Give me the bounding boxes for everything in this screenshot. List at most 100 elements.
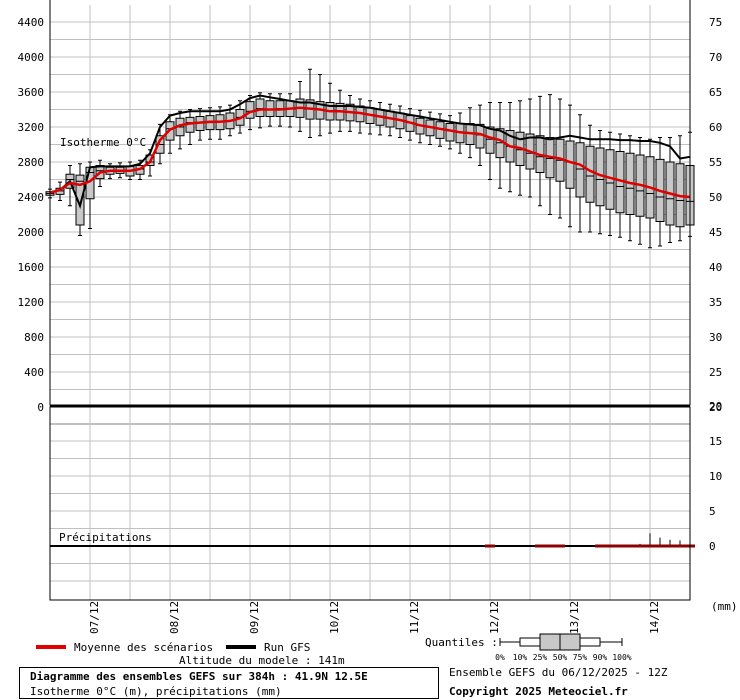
x-tick-label: 08/12 (168, 601, 181, 634)
quantile-tick: 10% (513, 653, 528, 662)
axes (49, 0, 691, 601)
box-plot (675, 135, 685, 242)
isotherm-label: Isotherme 0°C (60, 136, 146, 149)
box-iqr (255, 98, 265, 117)
box-plot (195, 108, 205, 141)
precip-bar (485, 544, 495, 548)
box-plot (485, 102, 495, 180)
box-iqr (245, 101, 255, 119)
quantile-tick: 75% (573, 653, 588, 662)
y-tick-label: 2400 (18, 191, 45, 204)
y-tick-label: 2800 (18, 156, 45, 169)
box-plot (645, 138, 655, 249)
x-tick-label: 13/12 (568, 601, 581, 634)
chart-title: Diagramme des ensembles GEFS sur 384h : … (30, 670, 368, 683)
precip-bar (675, 544, 685, 548)
y2-tick-label: 30 (709, 331, 722, 344)
box-plot (635, 137, 645, 245)
box-plot (295, 81, 305, 132)
box-plot (205, 107, 215, 140)
y-tick-label: 3600 (18, 86, 45, 99)
y2-tick-label: 35 (709, 296, 722, 309)
chart-subtitle: Isotherme 0°C (m), précipitations (mm) (30, 685, 282, 698)
precip-bar (595, 544, 605, 548)
precip-tick-label: 5 (709, 505, 716, 518)
box-plot (535, 95, 545, 207)
precip-bar (605, 544, 615, 548)
precip-bar (665, 544, 675, 548)
y2-tick-label: 55 (709, 156, 722, 169)
precip-bar (655, 544, 665, 548)
precip-bar (625, 544, 635, 548)
precip-grid (49, 407, 691, 600)
x-tick-label: 12/12 (488, 601, 501, 634)
box-plot (585, 124, 595, 233)
precip-bars (50, 529, 695, 548)
box-plot (355, 98, 365, 134)
box-plot (605, 131, 615, 236)
precip-bar (535, 544, 545, 548)
box-plot (155, 123, 165, 165)
precip-tick-label: 15 (709, 435, 722, 448)
box-plot (525, 98, 535, 198)
y2-tick-label: 45 (709, 226, 722, 239)
box-plot (325, 82, 335, 134)
precip-units: (mm) (711, 600, 738, 613)
copyright: Copyright 2025 Meteociel.fr (449, 685, 628, 698)
box-plot (375, 102, 385, 136)
quantile-glyph (499, 633, 623, 651)
model-altitude: Altitude du modele : 141m (179, 654, 345, 667)
x-tick-label: 14/12 (648, 601, 661, 634)
y-tick-label: 4000 (18, 51, 45, 64)
box-plot (75, 163, 85, 236)
y2-tick-label: 60 (709, 121, 722, 134)
y2-tick-label: 20 (709, 401, 722, 414)
precip-bar (645, 544, 655, 548)
quantiles-label: Quantiles : (425, 636, 498, 649)
ensemble-mean-line (49, 106, 691, 199)
isotherm-lines (49, 94, 691, 209)
x-tick-label: 09/12 (248, 601, 261, 634)
y-tick-label: 400 (24, 366, 44, 379)
precip-bar (555, 544, 565, 548)
box-plot (365, 100, 375, 135)
precip-bar (545, 544, 555, 548)
y2-tick-label: 70 (709, 51, 722, 64)
mean-legend-label: Moyenne des scénarios (74, 641, 213, 654)
quantile-tick: 25% (533, 653, 548, 662)
quantile-tick: 100% (612, 653, 631, 662)
precip-bar (635, 544, 645, 548)
x-tick-label: 11/12 (408, 601, 421, 634)
box-iqr (485, 126, 495, 154)
y-tick-label: 2000 (18, 226, 45, 239)
quantile-tick: 50% (553, 653, 568, 662)
x-tick-label: 10/12 (328, 601, 341, 634)
y-tick-label: 1600 (18, 261, 45, 274)
y-tick-label: 4400 (18, 16, 45, 29)
quantile-ticks: 0% 10% 25% 50% 75% 90% 100% (495, 653, 632, 662)
run-info: Ensemble GEFS du 06/12/2025 - 12Z (449, 666, 668, 679)
box-iqr (585, 145, 595, 203)
y-tick-label: 0 (37, 401, 44, 414)
box-plot (565, 104, 575, 228)
precip-bar (615, 544, 625, 548)
box-iqr (565, 140, 575, 189)
box-plot (495, 102, 505, 189)
legend: Moyenne des scénarios Run GFS Quantiles … (36, 633, 632, 662)
title-box (19, 667, 439, 699)
y2-tick-label: 40 (709, 261, 722, 274)
quantile-tick: 0% (495, 653, 505, 662)
y2-tick-label: 65 (709, 86, 722, 99)
y-tick-label: 3200 (18, 121, 45, 134)
box-iqr (575, 142, 585, 198)
box-plot (665, 137, 675, 243)
x-tick-label: 07/12 (88, 601, 101, 634)
box-plot (615, 133, 625, 238)
run-gfs-line (49, 94, 691, 209)
y2-tick-label: 25 (709, 366, 722, 379)
box-iqr (75, 174, 85, 226)
isotherm-grid (49, 5, 691, 425)
y2-tick-label: 75 (709, 16, 722, 29)
box-plot (185, 109, 195, 145)
tick-labels: 0400800120016002000240028003200360040004… (18, 16, 723, 634)
